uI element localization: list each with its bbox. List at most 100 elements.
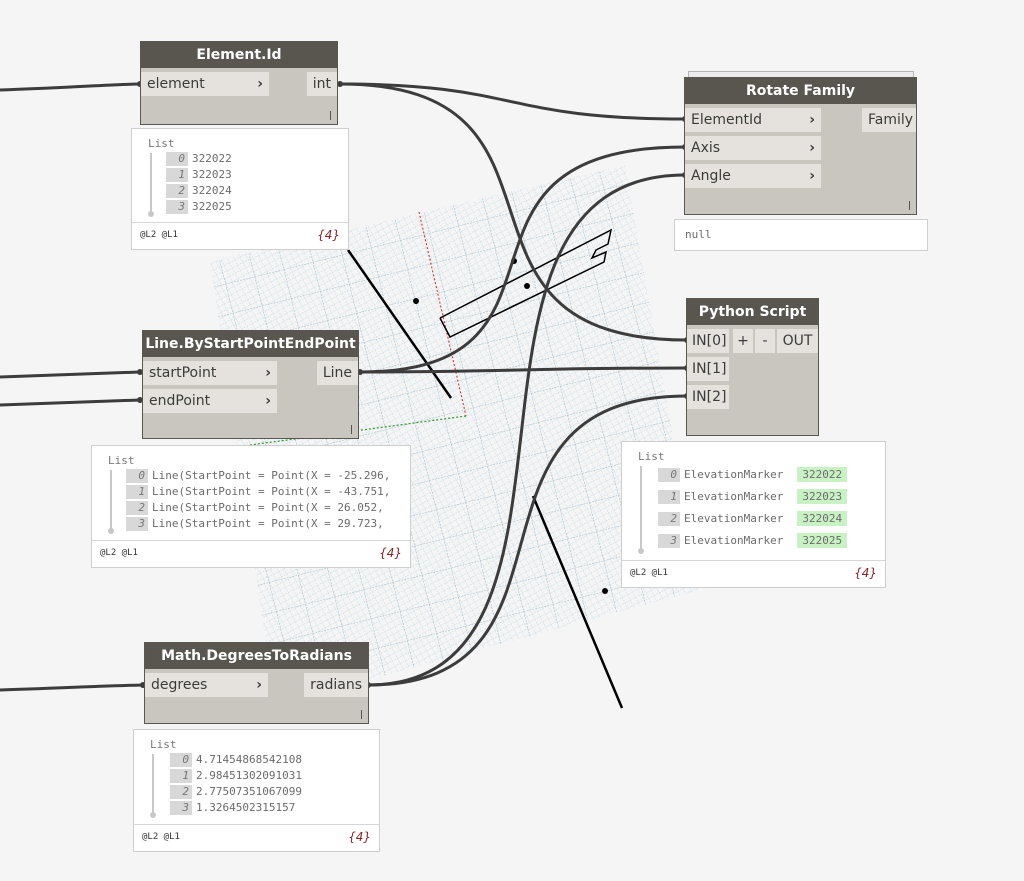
list-item: 3 1.3264502315157 <box>170 801 295 815</box>
list-item: 2 Line(StartPoint = Point(X = 26.052, <box>126 501 384 515</box>
output-port-family[interactable]: Family <box>862 108 916 132</box>
list-label: List <box>108 454 135 467</box>
rotation-line-1 <box>346 249 453 399</box>
lacing-indicator-icon[interactable] <box>909 201 910 210</box>
input-port-in1[interactable]: IN[1] <box>687 357 729 381</box>
wire-radians-to-angle[interactable] <box>367 173 686 687</box>
input-port-axis[interactable]: Axis › <box>685 136 821 160</box>
list-levels: @L2 @L1 <box>100 548 138 558</box>
chevron-right-icon: › <box>257 76 263 92</box>
wire-incoming-startpoint[interactable] <box>0 370 141 379</box>
point-geometry <box>413 298 419 304</box>
preview-bubble-python[interactable]: List 0 ElevationMarker 322022 1 ElevationMa… <box>621 441 886 588</box>
port-label: Family <box>868 112 914 128</box>
list-item: 1 322023 <box>166 168 232 182</box>
preview-grid-plane <box>210 165 700 705</box>
list-item: 0 ElevationMarker 322022 <box>658 467 848 482</box>
input-port-element[interactable]: element › <box>141 72 269 96</box>
list-end-dot <box>148 211 154 217</box>
lacing-indicator-icon[interactable] <box>351 425 352 434</box>
port-label: Line <box>322 365 352 381</box>
wire-int-to-elementid[interactable] <box>339 82 686 121</box>
port-label: IN[2] <box>692 389 727 405</box>
input-port-in2[interactable]: IN[2] <box>687 385 729 409</box>
wire-int-to-in0[interactable] <box>339 82 688 342</box>
port-label: startPoint <box>149 365 217 381</box>
port-label: Axis <box>691 140 721 156</box>
list-item: 2 322024 <box>166 184 232 198</box>
node-title: Element.Id <box>141 42 337 68</box>
remove-input-button[interactable]: - <box>755 329 775 353</box>
preview-bubble-rotate-family[interactable]: null <box>674 219 928 251</box>
element-id-value: 322022 <box>797 467 848 482</box>
chevron-right-icon: › <box>256 677 262 693</box>
element-id-value: 322023 <box>797 489 848 504</box>
list-item: 3 ElevationMarker 322025 <box>658 533 848 548</box>
preview-bubble-line[interactable]: List 0 Line(StartPoint = Point(X = -25.29… <box>91 445 411 568</box>
family-outline-geometry <box>439 228 613 338</box>
preview-value: null <box>685 228 712 241</box>
item-count: {4} <box>379 546 402 560</box>
list-item: 3 Line(StartPoint = Point(X = 29.723, <box>126 517 384 531</box>
item-count: {4} <box>317 228 340 242</box>
preview-bubble-degrees-to-radians[interactable]: List 0 4.71454868542108 1 2.98451302091031… <box>133 729 380 852</box>
list-item: 2 2.77507351067099 <box>170 785 302 799</box>
list-bracket <box>150 153 152 213</box>
wire-line-to-in1[interactable] <box>359 366 688 374</box>
list-label: List <box>150 738 177 751</box>
lacing-indicator-icon[interactable] <box>361 710 362 719</box>
list-end-dot <box>638 548 644 554</box>
chevron-right-icon: › <box>265 393 271 409</box>
node-title: Line.ByStartPointEndPoint <box>143 331 358 357</box>
input-port-endpoint[interactable]: endPoint › <box>143 389 277 413</box>
node-element-id[interactable]: Element.Id element › int <box>140 41 338 125</box>
input-port-in0[interactable]: IN[0] <box>687 329 729 353</box>
list-item: 3 322025 <box>166 200 232 214</box>
node-stack-shadow <box>688 71 914 78</box>
port-label: endPoint <box>149 393 211 409</box>
list-item: 0 4.71454868542108 <box>170 753 302 767</box>
input-port-startpoint[interactable]: startPoint › <box>143 361 277 385</box>
point-geometry <box>602 588 608 594</box>
y-axis-line <box>418 211 467 417</box>
list-levels: @L2 @L1 <box>142 832 180 842</box>
list-levels: @L2 @L1 <box>630 568 668 578</box>
preview-bubble-element-id[interactable]: List 0 322022 1 322023 2 322024 3 322025 @L2… <box>131 128 349 250</box>
node-degrees-to-radians[interactable]: Math.DegreesToRadians degrees › radians <box>144 642 369 724</box>
list-item: 1 Line(StartPoint = Point(X = -43.751, <box>126 485 390 499</box>
chevron-right-icon: › <box>265 365 271 381</box>
list-end-dot <box>150 812 156 818</box>
item-count: {4} <box>348 830 371 844</box>
node-title: Python Script <box>687 299 818 325</box>
lacing-indicator-icon[interactable] <box>330 111 331 120</box>
list-item: 0 Line(StartPoint = Point(X = -25.296, <box>126 469 390 483</box>
point-geometry <box>524 283 530 289</box>
node-line-by-start-end[interactable]: Line.ByStartPointEndPoint startPoint › e… <box>142 330 359 439</box>
list-bracket <box>152 754 154 814</box>
chevron-right-icon: › <box>809 168 815 184</box>
output-port-int[interactable]: int <box>306 72 337 96</box>
wire-incoming-degrees[interactable] <box>0 683 144 692</box>
output-port-radians[interactable]: radians <box>304 673 368 697</box>
wire-incoming-element[interactable] <box>0 82 141 92</box>
output-port-out[interactable]: OUT <box>777 329 818 353</box>
input-port-angle[interactable]: Angle › <box>685 164 821 188</box>
output-port-line[interactable]: Line <box>316 361 358 385</box>
element-id-value: 322025 <box>797 533 848 548</box>
node-python-script[interactable]: Python Script IN[0] + - OUT IN[1] IN[2] <box>686 298 819 436</box>
node-title: Rotate Family <box>685 78 916 104</box>
list-item: 1 ElevationMarker 322023 <box>658 489 848 504</box>
wire-line-to-axis[interactable] <box>359 145 686 374</box>
add-input-button[interactable]: + <box>733 329 753 353</box>
input-port-elementid[interactable]: ElementId › <box>685 108 821 132</box>
port-label: degrees <box>151 677 208 693</box>
list-item: 0 322022 <box>166 152 232 166</box>
wire-radians-to-in2[interactable] <box>367 394 688 687</box>
list-label: List <box>148 137 175 150</box>
list-label: List <box>638 450 665 463</box>
element-id-value: 322024 <box>797 511 848 526</box>
node-rotate-family[interactable]: Rotate Family ElementId › Axis › Angle ›… <box>684 77 917 215</box>
input-port-degrees[interactable]: degrees › <box>145 673 268 697</box>
wire-incoming-endpoint[interactable] <box>0 398 141 407</box>
